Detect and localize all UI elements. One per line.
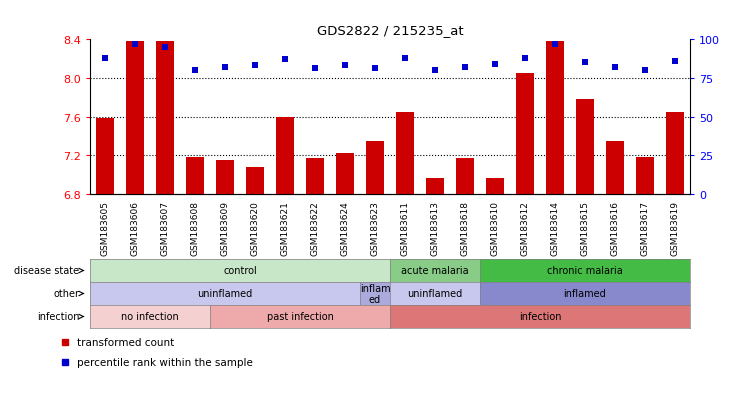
Text: disease state: disease state <box>14 266 79 276</box>
Text: control: control <box>223 266 257 276</box>
Title: GDS2822 / 215235_at: GDS2822 / 215235_at <box>317 24 464 37</box>
Bar <box>456 159 474 195</box>
Point <box>279 57 291 63</box>
Bar <box>576 100 594 195</box>
Point <box>429 67 441 74</box>
Point <box>310 66 321 73</box>
Text: past infection: past infection <box>266 312 334 322</box>
Bar <box>636 158 654 195</box>
Text: uninflamed: uninflamed <box>197 289 253 299</box>
Bar <box>486 178 504 195</box>
Point <box>249 63 261 69</box>
Point <box>549 41 561 48</box>
Bar <box>126 42 144 195</box>
Bar <box>96 119 114 195</box>
Text: infection: infection <box>519 312 561 322</box>
Point <box>339 63 351 69</box>
Text: infection: infection <box>36 312 79 322</box>
Point <box>609 64 620 71</box>
Bar <box>396 112 414 195</box>
Bar <box>606 141 624 195</box>
Text: percentile rank within the sample: percentile rank within the sample <box>77 357 253 367</box>
Bar <box>306 159 324 195</box>
Point <box>669 58 681 65</box>
Bar <box>516 74 534 195</box>
Text: other: other <box>53 289 79 299</box>
Point <box>369 66 381 73</box>
Point <box>489 62 501 68</box>
Point <box>219 64 231 71</box>
Bar <box>276 117 294 195</box>
Bar <box>546 42 564 195</box>
Point <box>459 64 471 71</box>
Text: uninflamed: uninflamed <box>407 289 463 299</box>
Text: inflam
ed: inflam ed <box>360 283 391 304</box>
Bar <box>426 178 444 195</box>
Point <box>129 41 141 48</box>
Point <box>99 55 111 62</box>
Point <box>639 67 651 74</box>
Text: no infection: no infection <box>121 312 179 322</box>
Bar <box>336 154 354 195</box>
Point <box>519 55 531 62</box>
Bar <box>666 112 684 195</box>
Text: acute malaria: acute malaria <box>402 266 469 276</box>
Bar <box>156 42 174 195</box>
Bar <box>186 158 204 195</box>
Bar <box>246 167 264 195</box>
Text: chronic malaria: chronic malaria <box>547 266 623 276</box>
Point <box>579 60 591 66</box>
Point <box>159 44 171 51</box>
Text: transformed count: transformed count <box>77 337 174 347</box>
Bar <box>366 141 384 195</box>
Point <box>189 67 201 74</box>
Point <box>399 55 411 62</box>
Bar <box>216 161 234 195</box>
Text: inflamed: inflamed <box>564 289 607 299</box>
